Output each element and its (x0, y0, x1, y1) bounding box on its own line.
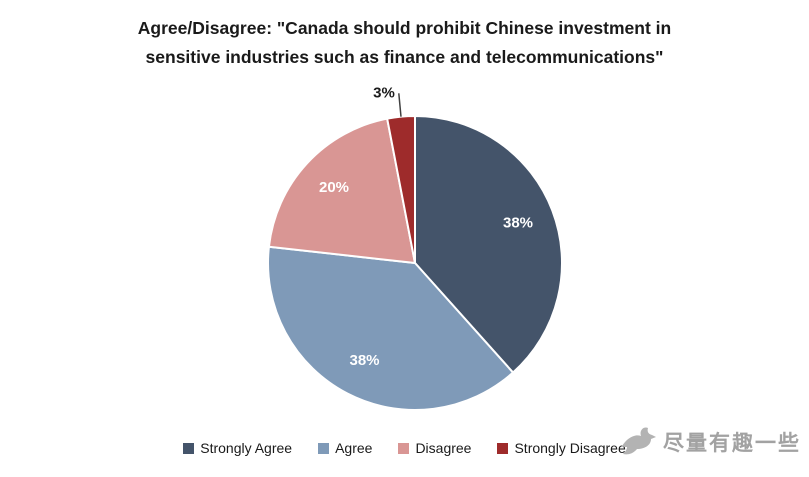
legend-label: Strongly Agree (200, 440, 293, 456)
pie-label-strongly-agree: 38% (503, 215, 533, 232)
pie-chart-svg: 38% 38% 20% 3% (267, 84, 563, 411)
pie-label-agree: 38% (349, 352, 379, 369)
pie-slice-agree (267, 245, 515, 411)
legend-item-disagree: Disagree (398, 440, 471, 456)
pie-slice-strongly-agree (414, 115, 563, 374)
legend-label: Agree (335, 440, 373, 456)
pie-chart: 38% 38% 20% 3% (245, 82, 585, 432)
legend-swatch (497, 442, 509, 454)
chart-title: Agree/Disagree: "Canada should prohibit … (55, 14, 755, 72)
legend-swatch (398, 442, 410, 454)
legend-item-strongly-disagree: Strongly Disagree (497, 440, 626, 456)
pie-slice-disagree (267, 117, 416, 264)
chart-title-line2: sensitive industries such as finance and… (145, 46, 664, 67)
dove-icon (622, 427, 656, 455)
legend-item-agree: Agree (318, 440, 372, 456)
pie-label-strongly-disagree: 3% (373, 84, 395, 101)
legend-label: Strongly Disagree (514, 440, 626, 456)
legend-label: Disagree (415, 440, 472, 456)
leader-line (398, 93, 402, 117)
legend-item-strongly-agree: Strongly Agree (183, 440, 292, 456)
chart-legend: Strongly Agree Agree Disagree Strongly Disa… (0, 436, 809, 460)
watermark-text: 尽量有趣一些 (663, 432, 801, 455)
legend-swatch (183, 442, 195, 454)
pie-label-disagree: 20% (319, 179, 349, 196)
chart-title-line1: Agree/Disagree: "Canada should prohibit … (137, 18, 672, 38)
watermark: 尽量有趣一些 (619, 420, 801, 464)
legend-swatch (318, 442, 330, 454)
